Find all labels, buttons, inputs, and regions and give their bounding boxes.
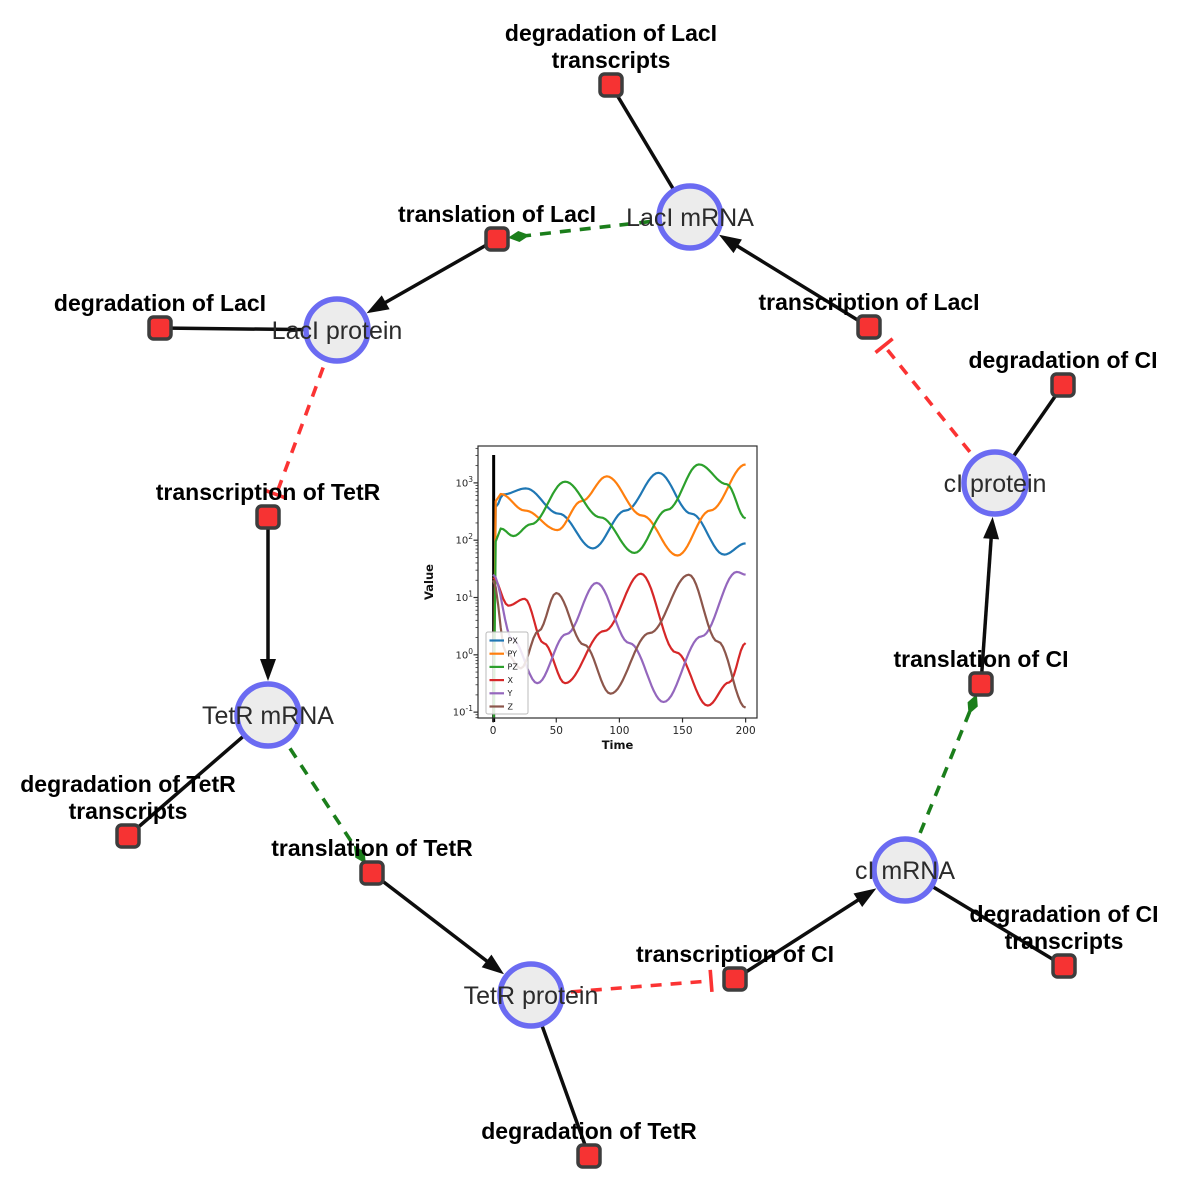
edge-tsl_laci-laci_protein xyxy=(377,237,498,308)
edge-tetr_mrna-tsl_tetr-diamond xyxy=(353,845,366,864)
species-label-laci_protein: LacI protein xyxy=(272,317,403,345)
plot-x-axis-label: Time xyxy=(602,738,634,752)
edge-tsl_ci-ci_protein xyxy=(979,530,994,685)
legend-entry-Z: Z xyxy=(508,702,514,711)
species-node-laci_mrna xyxy=(656,183,724,251)
reaction-label-tsl_ci-line1: translation of CI xyxy=(893,646,1068,672)
reaction-label-tsc_ci-line1: transcription of CI xyxy=(636,941,834,967)
reaction-label-deg_tetr_tx-line1: degradation of TetR xyxy=(20,771,236,797)
reaction-label-deg_ci_tx-line2: transcripts xyxy=(1005,928,1124,954)
species-label-ci_protein: cI protein xyxy=(944,470,1047,498)
reaction-node-tsc_tetr xyxy=(255,504,281,530)
reaction-label-deg_tetr_tx-line2: transcripts xyxy=(69,798,188,824)
reaction-label-deg_laci_tx-line2: transcripts xyxy=(552,47,671,73)
legend-entry-PZ: PZ xyxy=(508,663,519,672)
reaction-node-tsc_ci xyxy=(722,966,748,992)
reaction-label-tsl_tetr-line1: translation of TetR xyxy=(271,835,473,861)
legend-entry-PY: PY xyxy=(508,650,518,659)
plot-series-X xyxy=(492,572,747,707)
reaction-label-deg_tetr-line1: degradation of TetR xyxy=(481,1118,697,1144)
reaction-label-deg_ci-line1: degradation of CI xyxy=(968,347,1157,373)
edge-tsc_laci-laci_mrna-arrowhead xyxy=(718,234,742,254)
species-node-tetr_protein xyxy=(497,961,565,1029)
reaction-label-deg_laci_tx-line1: degradation of LacI xyxy=(505,20,717,46)
plot-series-PX xyxy=(492,471,746,708)
reaction-label-tsc_laci-line1: transcription of LacI xyxy=(758,289,979,315)
reactions-layer: degradation of LacItranscriptstranslatio… xyxy=(20,20,1159,1169)
species-layer: LacI mRNA LacI protein TetR mRNA TetR prote… xyxy=(202,183,1047,1029)
edge-tsl_tetr-tetr_protein xyxy=(370,871,494,968)
species-label-tetr_protein: TetR protein xyxy=(464,982,599,1010)
plot-series-Y xyxy=(492,570,746,704)
reaction-label-tsc_tetr-line1: transcription of TetR xyxy=(156,479,381,505)
reaction-node-tsl_tetr xyxy=(359,860,385,886)
edge-ci_mrna-tsl_ci-diamond xyxy=(967,694,978,715)
edge-tetr_protein-tsc_ci-tbar xyxy=(708,969,714,992)
edge-tsl_laci-laci_protein-arrowhead xyxy=(366,295,390,314)
reaction-node-deg_tetr xyxy=(576,1143,602,1169)
plot-x-tick-label: 150 xyxy=(672,725,692,737)
plot-y-tick-label: 102 xyxy=(455,532,473,547)
edge-tsl_ci-ci_protein-arrowhead xyxy=(983,516,1000,540)
edge-laci_protein-tsc_tetr-tbar xyxy=(265,488,288,500)
species-node-laci_protein xyxy=(303,296,371,364)
plot-y-axis-label: Value xyxy=(422,564,436,600)
plot-series-Z xyxy=(492,573,747,709)
plot-x-tick-label: 100 xyxy=(609,725,629,737)
legend-entry-Y: Y xyxy=(507,689,513,698)
species-node-ci_protein xyxy=(961,449,1029,517)
plot-axes-frame xyxy=(477,445,758,719)
reaction-node-deg_laci_tx xyxy=(598,72,624,98)
legend-entry-PX: PX xyxy=(508,636,519,645)
edge-ci_protein-tsc_laci-tbar xyxy=(874,337,894,354)
reaction-node-deg_ci_tx xyxy=(1051,953,1077,979)
edge-tsl_tetr-tetr_protein-arrowhead xyxy=(481,954,505,975)
plot-legend: PX PY PZ XYZ xyxy=(485,631,529,715)
edge-laci_mrna-tsl_laci-diamond xyxy=(507,231,530,242)
reaction-node-tsl_ci xyxy=(968,671,994,697)
reaction-node-tsl_laci xyxy=(484,226,510,252)
plot-series-PZ xyxy=(492,463,747,718)
reaction-node-deg_tetr_tx xyxy=(115,823,141,849)
plot-y-tick-label: 10-1 xyxy=(453,704,473,719)
reaction-node-deg_laci xyxy=(147,315,173,341)
center-plot: 0 50 100 150 20010-1100101102103TimeValuePXP… xyxy=(420,434,771,778)
species-label-tetr_mrna: TetR mRNA xyxy=(202,702,334,730)
plot-series-PY xyxy=(492,463,746,713)
plot-x-tick-label: 200 xyxy=(736,725,756,737)
reaction-node-deg_ci xyxy=(1050,372,1076,398)
legend-entry-X: X xyxy=(508,676,514,685)
plot-x-tick-label: 0 xyxy=(490,725,497,737)
edge-tsc_ci-ci_mrna xyxy=(734,894,866,981)
edge-tsc_laci-laci_mrna xyxy=(729,240,870,329)
plot-y-tick-label: 100 xyxy=(455,647,473,662)
plot-y-tick-label: 101 xyxy=(455,590,473,605)
plot-y-tick-label: 103 xyxy=(455,475,473,490)
reaction-label-tsl_laci-line1: translation of LacI xyxy=(398,201,596,227)
species-label-ci_mrna: cI mRNA xyxy=(855,857,955,885)
reaction-node-tsc_laci xyxy=(856,314,882,340)
reaction-label-deg_laci-line1: degradation of LacI xyxy=(54,290,266,316)
reaction-label-deg_ci_tx-line1: degradation of CI xyxy=(969,901,1158,927)
species-node-tetr_mrna xyxy=(234,681,302,749)
species-label-laci_mrna: LacI mRNA xyxy=(626,204,754,232)
edge-tsc_tetr-tetr_mrna-arrowhead xyxy=(260,659,276,681)
species-node-ci_mrna xyxy=(871,836,939,904)
edge-tsc_ci-ci_mrna-arrowhead xyxy=(853,888,877,907)
plot-x-tick-label: 50 xyxy=(550,725,563,737)
